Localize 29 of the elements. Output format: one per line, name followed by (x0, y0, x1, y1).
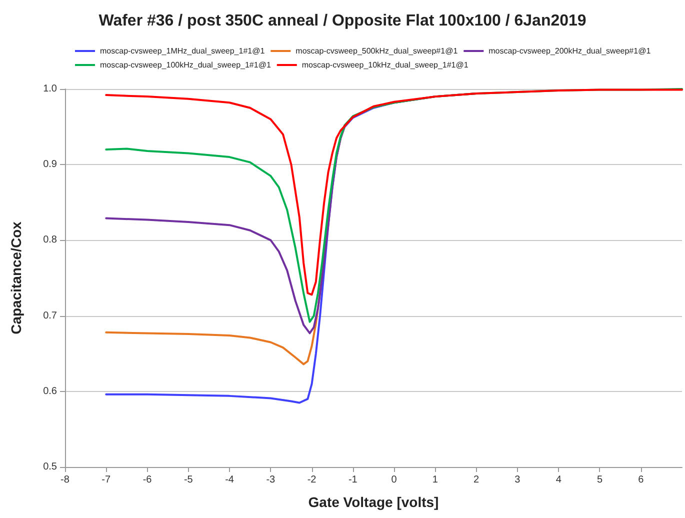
x-tick-label: 5 (596, 474, 603, 486)
x-axis-title: Gate Voltage [volts] (308, 494, 439, 510)
x-tick-label: -1 (348, 474, 358, 486)
x-tick-label: -4 (225, 474, 234, 486)
y-tick-label: 1.0 (43, 84, 58, 94)
y-tick-label: 0.7 (43, 310, 58, 322)
x-tick-label: -6 (142, 474, 152, 486)
x-tick-label: -2 (307, 474, 317, 486)
x-tick-label: -3 (266, 474, 276, 486)
x-tick-label: 3 (514, 474, 521, 486)
x-tick-label: 6 (638, 474, 644, 486)
legend-label: moscap-cvsweep_100kHz_dual_sweep_1#1@1 (100, 60, 272, 70)
y-tick-label: 0.5 (43, 462, 58, 472)
x-tick-label: 0 (391, 474, 398, 486)
chart-title: Wafer #36 / post 350C anneal / Opposite Flat 100x100 / 6Jan2019 (98, 12, 586, 30)
legend-label: moscap-cvsweep_500kHz_dual_sweep#1@1 (296, 46, 458, 56)
legend-label: moscap-cvsweep_10kHz_dual_sweep_1#1@1 (302, 60, 469, 70)
x-tick-label: -7 (102, 474, 112, 486)
y-tick-label: 0.8 (43, 234, 58, 246)
y-axis-title: Capacitance/Cox (8, 221, 24, 334)
x-tick-label: 4 (556, 474, 562, 486)
x-tick-label: -5 (184, 474, 194, 486)
x-tick-label: -8 (60, 474, 70, 486)
legend-label: moscap-cvsweep_200kHz_dual_sweep#1@1 (488, 46, 652, 56)
x-tick-label: 1 (432, 474, 438, 486)
y-tick-label: 0.9 (43, 159, 58, 170)
legend-label: moscap-cvsweep_1MHz_dual_sweep_1#1@1 (100, 46, 266, 56)
x-tick-label: 2 (474, 474, 480, 486)
y-tick-label: 0.6 (43, 386, 58, 397)
